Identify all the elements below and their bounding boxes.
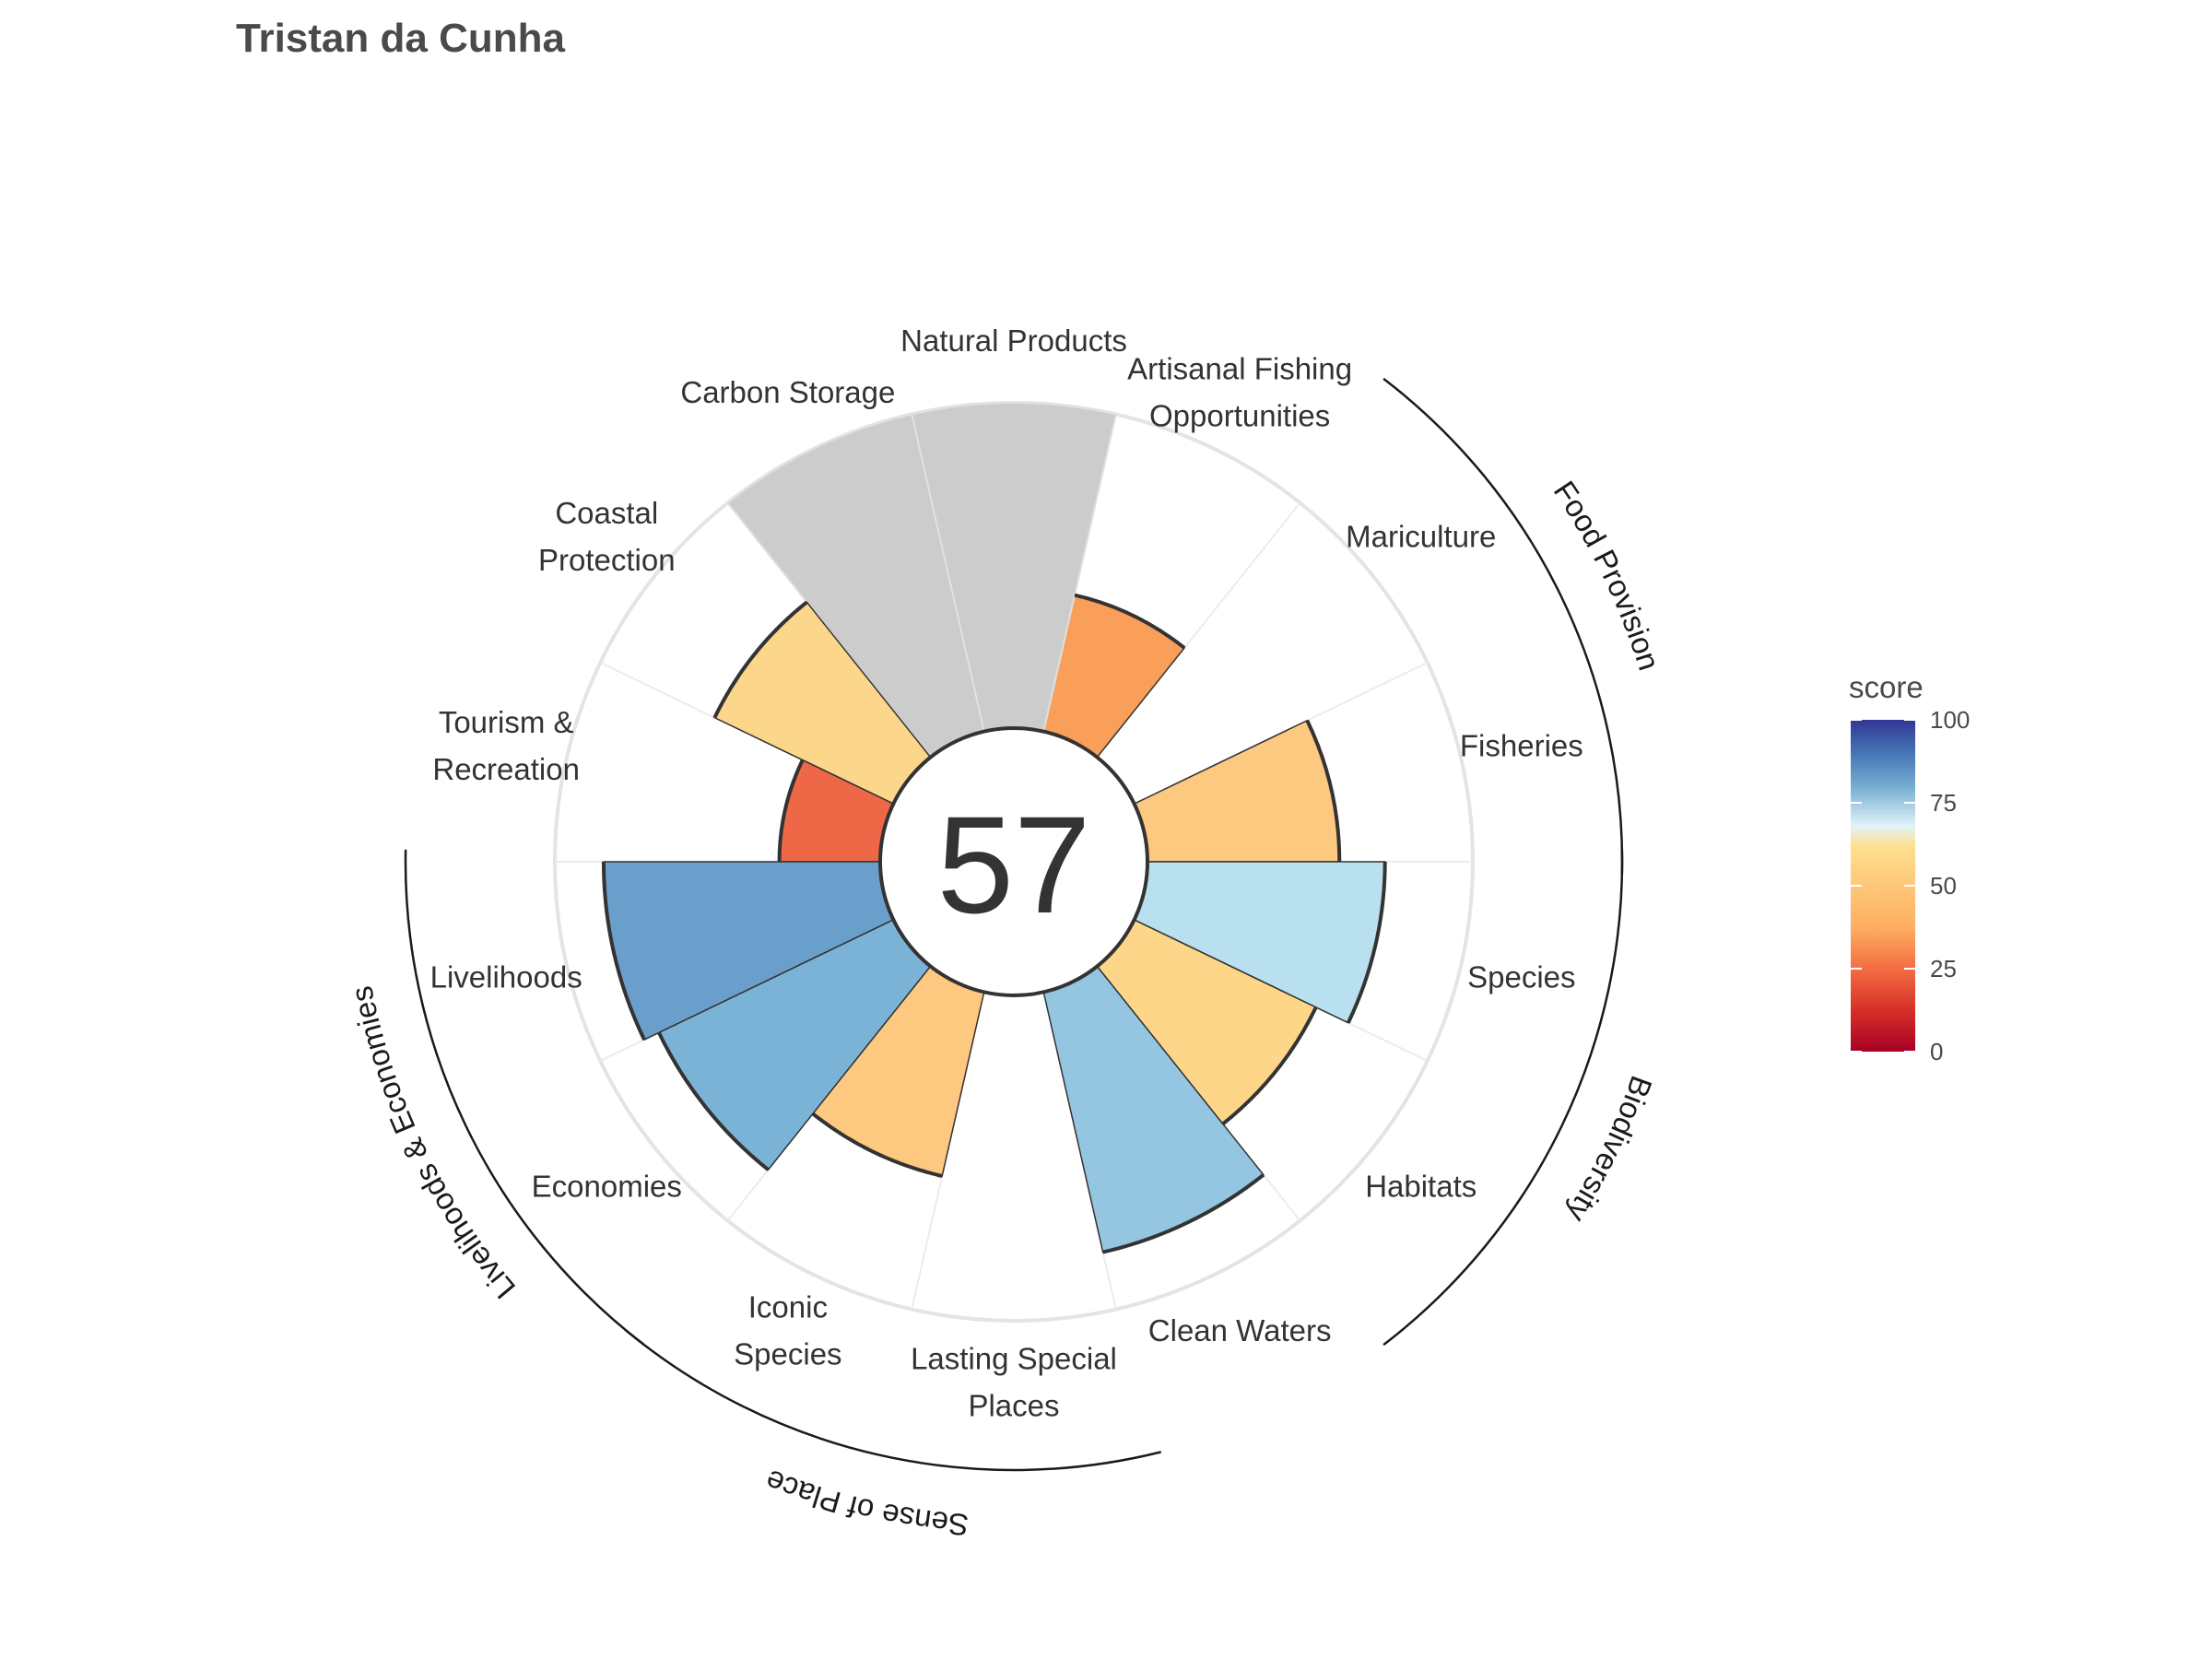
goal-label-line: Mariculture — [1346, 520, 1496, 554]
group-label-text: Livelihoods & Economies — [344, 983, 522, 1305]
goal-label-line: Protection — [538, 543, 676, 577]
legend-ticks: 100 75 50 25 0 — [1851, 706, 1970, 1065]
goal-label-carbon-storage: Carbon Storage — [680, 375, 895, 409]
legend-tick-label: 25 — [1930, 955, 1957, 982]
petal-clean-waters-outline — [1102, 1173, 1265, 1254]
goal-label-line: Lasting Special — [911, 1342, 1117, 1376]
group-label-sense-of-place: Sense of Place — [760, 1464, 970, 1543]
goal-label-line: Fisheries — [1460, 728, 1583, 762]
petal-outlines — [601, 593, 1387, 1254]
goal-label-iconic-species: Iconic Species — [734, 1290, 841, 1371]
petal-livelihoods-outline — [601, 861, 646, 1041]
legend-tick-label: 75 — [1930, 789, 1957, 817]
group-label-food-provision: Food Provision — [1547, 475, 1667, 674]
legend-tick-label: 0 — [1930, 1038, 1943, 1065]
score-legend: score 100 75 50 25 0 — [1849, 670, 1970, 1065]
goal-label-clean-waters: Clean Waters — [1148, 1313, 1332, 1347]
goal-label-line: Opportunities — [1149, 398, 1330, 432]
petal-habitats-outline — [1221, 1006, 1318, 1126]
goal-label-natural-products: Natural Products — [900, 324, 1127, 358]
goal-label-line: Species — [1467, 960, 1575, 994]
goal-label-coastal-protection: Coastal Protection — [538, 496, 676, 577]
goal-label-line: Coastal — [555, 496, 658, 530]
goal-label-line: Tourism & — [439, 705, 574, 739]
goal-label-line: Carbon Storage — [680, 375, 895, 409]
goal-label-line: Places — [968, 1389, 1059, 1423]
goal-label-livelihoods: Livelihoods — [430, 960, 582, 994]
petal-coastal-protection-outline — [712, 600, 808, 719]
goal-label-economies: Economies — [532, 1169, 682, 1203]
goal-label-tourism-and-recreation: Tourism & Recreation — [432, 705, 580, 786]
petal-economies-outline — [657, 1031, 770, 1171]
goal-label-line: Species — [734, 1337, 841, 1371]
goal-label-line: Habitats — [1365, 1169, 1477, 1203]
goal-label-artisanal-fishing-opportunities: Artisanal Fishing Opportunities — [1127, 351, 1352, 432]
petal-iconic-species-outline — [811, 1112, 943, 1178]
goal-label-line: Recreation — [432, 752, 580, 786]
goal-label-line: Artisanal Fishing — [1127, 351, 1352, 385]
goal-label-mariculture: Mariculture — [1346, 520, 1496, 554]
petal-tourism-and-recreation-outline — [777, 759, 805, 863]
goal-label-fisheries: Fisheries — [1460, 728, 1583, 762]
legend-tick-label: 100 — [1930, 706, 1970, 734]
group-label-livelihoods-and-economies: Livelihoods & Economies — [344, 983, 522, 1305]
goal-label-line: Iconic — [748, 1290, 828, 1324]
goal-label-habitats: Habitats — [1365, 1169, 1477, 1203]
goal-labels: Fisheries Mariculture Artisanal Fishing Opp… — [430, 324, 1583, 1423]
group-label-text: Sense of Place — [760, 1464, 970, 1543]
petal-artisanal-fishing-opportunities-outline — [1074, 593, 1186, 650]
petal-species-outline — [1347, 861, 1387, 1024]
petal-fisheries — [1133, 719, 1341, 863]
goal-label-line: Economies — [532, 1169, 682, 1203]
goal-label-line: Natural Products — [900, 324, 1127, 358]
group-arc-livelihoods-and-economies — [404, 849, 645, 1347]
petals — [603, 402, 1386, 1253]
group-arc-sense-of-place — [624, 1328, 1162, 1472]
group-text-path — [606, 1373, 1160, 1516]
goal-label-line: Clean Waters — [1148, 1313, 1332, 1347]
petal-fisheries-outline — [1305, 719, 1342, 863]
goal-label-line: Livelihoods — [430, 960, 582, 994]
center-disc — [878, 726, 1149, 997]
chart-title: Tristan da Cunha — [236, 16, 565, 61]
group-arc-biodiversity — [1382, 849, 1624, 1347]
group-arc-food-provision — [1382, 377, 1624, 875]
goal-label-lasting-special-places: Lasting Special Places — [911, 1342, 1117, 1423]
goal-label-species: Species — [1467, 960, 1575, 994]
center-score: 57 — [937, 787, 1091, 942]
legend-tick-label: 50 — [1930, 872, 1957, 900]
group-label-text: Food Provision — [1547, 475, 1667, 674]
legend-title: score — [1849, 670, 1924, 704]
